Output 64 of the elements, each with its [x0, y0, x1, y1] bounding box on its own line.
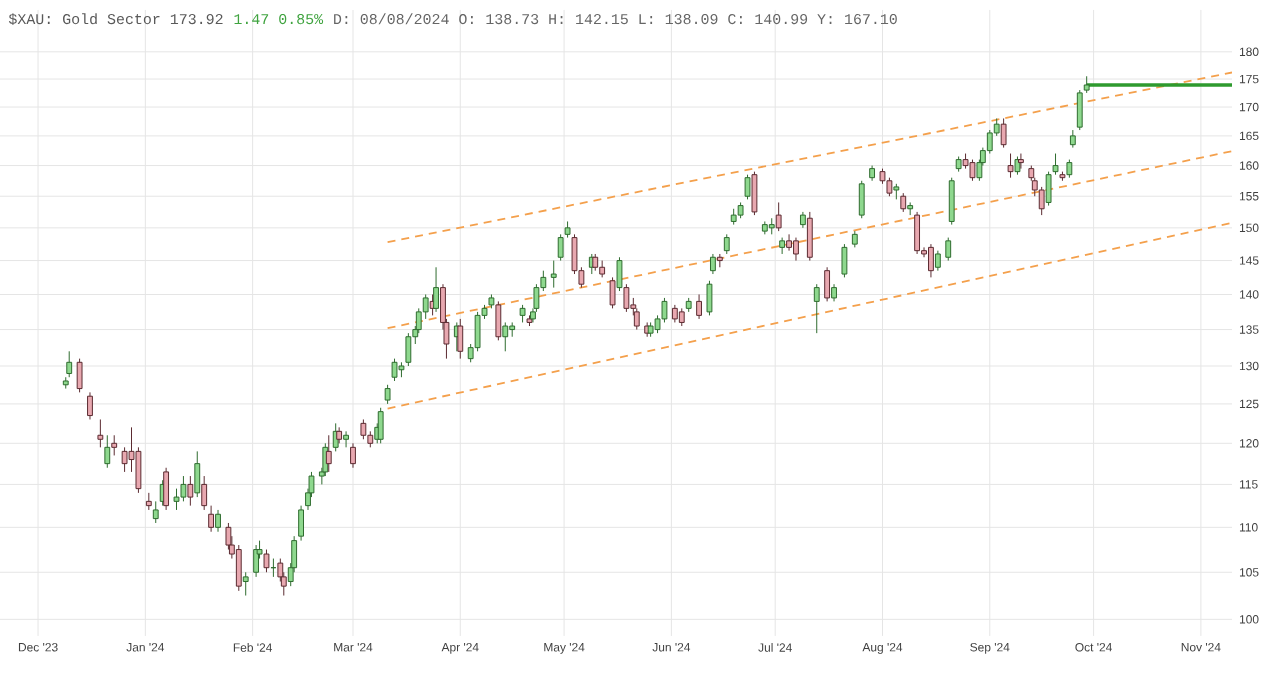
- candlestick: [152, 500, 159, 524]
- candlestick: [616, 256, 623, 292]
- candlestick: [1000, 117, 1007, 149]
- candlestick: [384, 384, 391, 405]
- candlestick: [806, 211, 813, 262]
- candlestick: [786, 233, 792, 252]
- candlestick: [948, 177, 955, 226]
- candlestick: [824, 266, 831, 302]
- candlestick: [886, 177, 893, 197]
- candlestick: [502, 321, 509, 352]
- candlestick: [900, 192, 907, 213]
- candlestick: [325, 434, 332, 473]
- candlestick: [201, 475, 208, 511]
- candlestick: [1038, 186, 1045, 216]
- candlestick: [1066, 159, 1073, 179]
- candlestick: [180, 475, 187, 502]
- candlestick: [377, 407, 384, 444]
- candlestick: [1014, 156, 1021, 176]
- candlestick: [706, 280, 713, 316]
- candlestick: [457, 318, 464, 360]
- candlestick: [550, 260, 557, 289]
- candlestick: [111, 434, 118, 456]
- candlestick: [343, 430, 349, 448]
- candlestick: [813, 283, 820, 334]
- candlestick: [623, 283, 630, 313]
- candlestick: [235, 544, 242, 592]
- candlestick: [187, 475, 194, 507]
- candlestick: [934, 250, 941, 272]
- candlestick: [609, 276, 616, 309]
- candlestick: [253, 544, 260, 578]
- candlestick: [775, 201, 782, 232]
- candlestick: [360, 418, 367, 440]
- candlestick: [474, 311, 481, 352]
- candlestick: [225, 522, 232, 551]
- candlestick: [779, 237, 786, 255]
- candlestick: [928, 243, 934, 278]
- candlestick: [76, 358, 83, 393]
- candlestick: [263, 549, 270, 573]
- candlestick: [194, 450, 201, 498]
- candlestick: [391, 358, 398, 382]
- candlestick: [969, 159, 976, 182]
- candlestick: [841, 243, 848, 278]
- candlestick: [945, 237, 952, 262]
- candlestick: [751, 171, 758, 216]
- candlestick: [104, 434, 111, 469]
- candlestick: [858, 180, 865, 219]
- candlestick: [163, 467, 170, 511]
- candlestick: [350, 442, 356, 469]
- candlestick: [1007, 153, 1014, 179]
- candlestick: [242, 571, 249, 597]
- candlestick: [914, 211, 921, 255]
- candlestick: [97, 418, 104, 448]
- candlestick: [709, 253, 716, 275]
- candlestick: [208, 505, 215, 533]
- candlestick: [744, 174, 751, 200]
- candlestick: [1017, 153, 1024, 170]
- candlestick: [433, 266, 439, 313]
- candlestick: [87, 391, 93, 420]
- candlestick: [66, 350, 73, 378]
- candlestick: [215, 509, 221, 533]
- candlestick: [495, 300, 502, 341]
- candlestick: [793, 237, 799, 262]
- candlestick: [696, 293, 702, 320]
- candlestick: [723, 233, 730, 255]
